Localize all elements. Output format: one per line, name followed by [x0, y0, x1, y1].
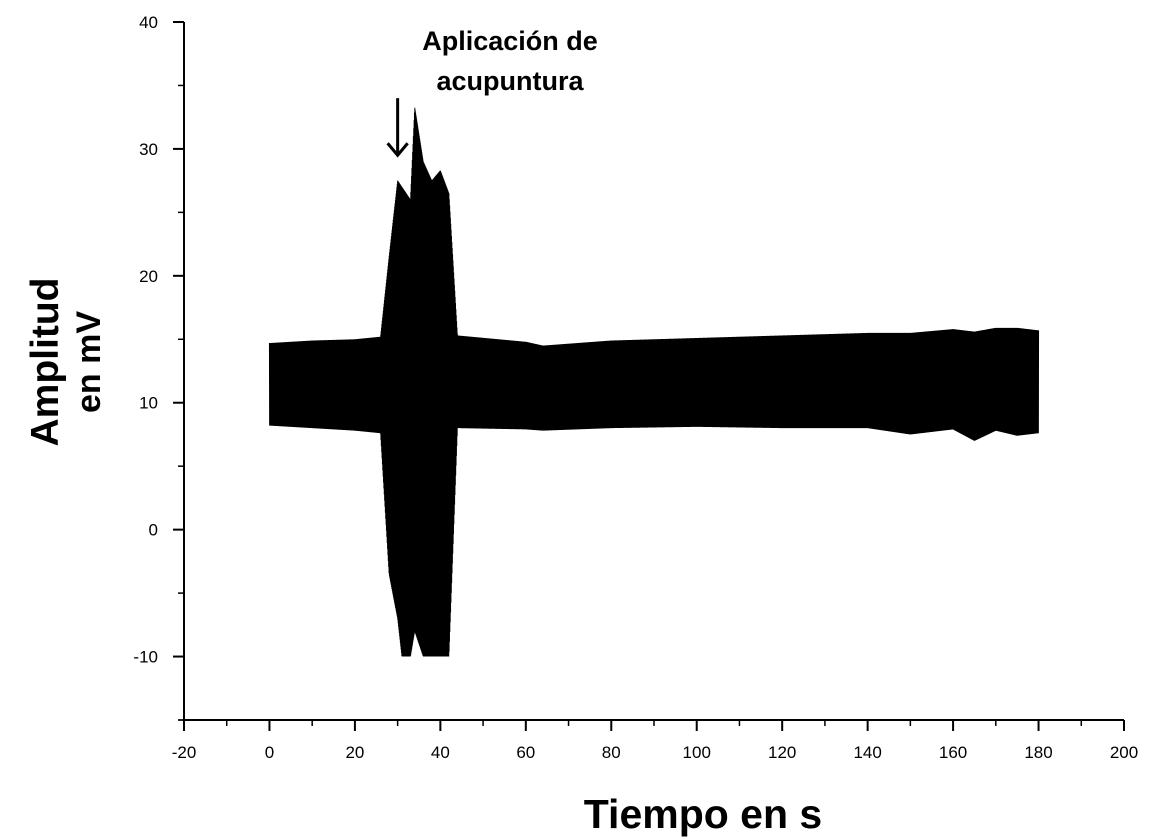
x-tick-label: 80 — [602, 743, 621, 762]
signal-trace — [268, 107, 1040, 657]
annotation-line1: Aplicación de — [422, 26, 598, 56]
y-tick-label: 10 — [139, 394, 158, 413]
y-axis-title: Amplitud en mV — [24, 278, 108, 447]
x-tick-label: 60 — [516, 743, 535, 762]
x-ticks: -20 0 20 40 60 80 100 120 140 160 180 200 — [172, 720, 1138, 762]
annotation-arrow-head — [386, 142, 409, 158]
y-axis-title-line1: Amplitud — [24, 278, 67, 447]
x-tick-label: 0 — [265, 743, 274, 762]
annotation-line2: acupuntura — [436, 66, 584, 96]
annotation: Aplicación de acupuntura — [386, 26, 598, 158]
x-tick-label: 120 — [768, 743, 796, 762]
x-tick-label: 180 — [1024, 743, 1052, 762]
x-tick-label: 100 — [683, 743, 711, 762]
axes: -20 0 20 40 60 80 100 120 140 160 180 200 -10 0 10 20 3… — [133, 13, 1138, 762]
y-axis-title-line2: en mV — [70, 311, 108, 413]
x-tick-label: 140 — [853, 743, 881, 762]
x-tick-label: 160 — [939, 743, 967, 762]
y-ticks: -10 0 10 20 30 40 — [133, 13, 184, 721]
x-tick-label: 200 — [1110, 743, 1138, 762]
plot-area — [268, 107, 1040, 657]
y-tick-label: 20 — [139, 267, 158, 286]
y-tick-label: -10 — [133, 648, 158, 667]
x-tick-label: 20 — [345, 743, 364, 762]
x-axis-title: Tiempo en s — [584, 791, 822, 837]
x-tick-label: -20 — [172, 743, 197, 762]
y-tick-label: 40 — [139, 13, 158, 32]
y-tick-label: 0 — [149, 521, 158, 540]
y-tick-label: 30 — [139, 140, 158, 159]
x-tick-label: 40 — [431, 743, 450, 762]
